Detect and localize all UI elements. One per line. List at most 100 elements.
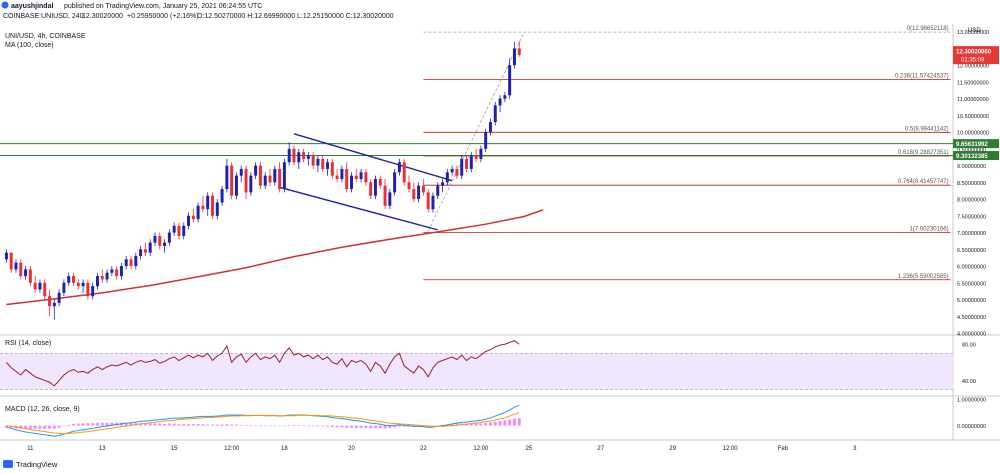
- macd-histogram-bar: [4, 425, 8, 428]
- macd-histogram-bar: [43, 425, 47, 429]
- rsi-line: [6, 340, 520, 387]
- macd-histogram-bar: [81, 423, 85, 426]
- candle-up: [316, 158, 320, 166]
- candle-up: [498, 98, 502, 106]
- candle-down: [268, 175, 272, 183]
- macd-histogram-bar: [177, 424, 181, 426]
- candle-down: [354, 175, 358, 179]
- candle-up: [436, 185, 440, 196]
- price-labels: 12.30020000 01:35:09: [953, 46, 999, 65]
- macd-pane: 1.00000000 0.00000000: [4, 398, 986, 437]
- macd-histogram-bar: [220, 424, 224, 426]
- candle-up: [220, 189, 224, 203]
- macd-histogram-bar: [191, 424, 195, 426]
- candle-down: [407, 182, 411, 190]
- candle-up: [196, 205, 200, 220]
- candle-up: [105, 272, 109, 280]
- moving-average: [6, 209, 544, 306]
- price-tick-label: 7.00000000: [957, 231, 986, 237]
- fib-level-label: 0.236(11.57424537): [895, 73, 949, 79]
- time-tick-label: Feb: [778, 446, 789, 452]
- macd-histogram-bar: [76, 423, 80, 426]
- macd-histogram-bar: [397, 425, 401, 427]
- candle-up: [388, 192, 392, 206]
- candle-down: [201, 205, 205, 210]
- macd-histogram-bar: [24, 425, 28, 429]
- candle-down: [158, 235, 162, 246]
- macd-histogram-bar: [143, 423, 147, 426]
- price-tick-label: 11.50000000: [957, 80, 989, 86]
- candle-up: [52, 302, 56, 307]
- macd-histogram-bar: [268, 425, 272, 427]
- price-tick-label: 4.00000000: [957, 332, 986, 338]
- fib-retracement[interactable]: 0(12.98652118) 0.236(11.57424537) 0.5(9.99…: [423, 26, 951, 281]
- macd-histogram-bar: [282, 425, 286, 427]
- candle-up: [393, 172, 397, 193]
- price-tick-label: 5.00000000: [957, 298, 986, 304]
- candle-down: [335, 175, 339, 179]
- time-tick-label: 13: [99, 446, 106, 452]
- candle-down: [465, 158, 469, 169]
- candle-down: [230, 165, 234, 196]
- macd-histogram-bar: [263, 425, 267, 427]
- candle-up: [350, 175, 353, 190]
- macd-histogram-bar: [172, 423, 176, 426]
- candle-down: [19, 262, 23, 277]
- ohlc-values: O:12.50270000 H:12.69990000 L:12.2515000…: [197, 13, 394, 20]
- candle-down: [177, 225, 181, 236]
- candle-down: [33, 282, 37, 290]
- macd-histogram-bar: [493, 421, 497, 426]
- price-tick-label: 6.50000000: [957, 248, 986, 254]
- price-tick-label: 10.50000000: [957, 114, 989, 120]
- support-price-tag: [953, 139, 999, 149]
- macd-histogram-bar: [153, 423, 157, 426]
- fib-level-label: 0(12.98652118): [907, 26, 949, 32]
- rsi-tick-label: 80.00: [962, 343, 976, 349]
- candle-up: [234, 175, 238, 196]
- rsi-legend: RSI (14, close): [5, 340, 51, 347]
- macd-histogram-bar: [148, 423, 152, 426]
- candle-up: [287, 148, 291, 163]
- candle-up: [441, 182, 445, 186]
- candle-down: [364, 172, 368, 183]
- macd-histogram-bar: [383, 425, 387, 429]
- candle-up: [282, 162, 286, 190]
- support-lines[interactable]: 9.65631992 9.30132385: [0, 139, 999, 161]
- macd-histogram-bar: [297, 425, 301, 426]
- macd-histogram-bar: [306, 425, 310, 427]
- candle-up: [493, 105, 497, 123]
- candle-down: [302, 152, 306, 159]
- candle-down: [211, 195, 214, 216]
- macd-histogram-bar: [278, 425, 282, 427]
- candle-down: [321, 158, 325, 169]
- time-axis: 11 13 15 12:00 18 20 22 12:00 25 27 29 12:00 Feb 3: [27, 446, 857, 452]
- candle-down: [311, 155, 315, 166]
- macd-histogram-bar: [503, 420, 507, 426]
- macd-histogram-bar: [124, 422, 128, 426]
- price-tick-label: 8.00000000: [957, 198, 986, 204]
- fib-level-label: 0.5(9.99441142): [905, 126, 949, 132]
- macd-histogram-bar: [469, 423, 473, 426]
- candle-down: [76, 282, 80, 287]
- candle-up: [148, 242, 152, 253]
- macd-histogram-bar: [402, 425, 406, 427]
- macd-histogram-bar: [345, 425, 349, 428]
- candle-down: [9, 252, 13, 270]
- countdown-text: 01:35:09: [961, 58, 985, 64]
- price-tick-label: 8.50000000: [957, 181, 986, 187]
- descending-channel[interactable]: [279, 133, 453, 231]
- candle-up: [326, 162, 330, 169]
- candle-down: [129, 259, 133, 267]
- support-price-tag: [953, 151, 999, 161]
- price-tick-label: 6.00000000: [957, 265, 986, 271]
- candle-up: [431, 195, 435, 210]
- macd-histogram-bar: [326, 425, 330, 427]
- candle-up: [450, 168, 454, 173]
- macd-histogram-bar: [211, 424, 214, 426]
- candle-down: [412, 189, 416, 200]
- price-tick-label: 4.50000000: [957, 315, 986, 321]
- macd-histogram-bar: [258, 425, 262, 427]
- channel-lower-line: [279, 186, 438, 231]
- fib-trend-line: [427, 32, 525, 232]
